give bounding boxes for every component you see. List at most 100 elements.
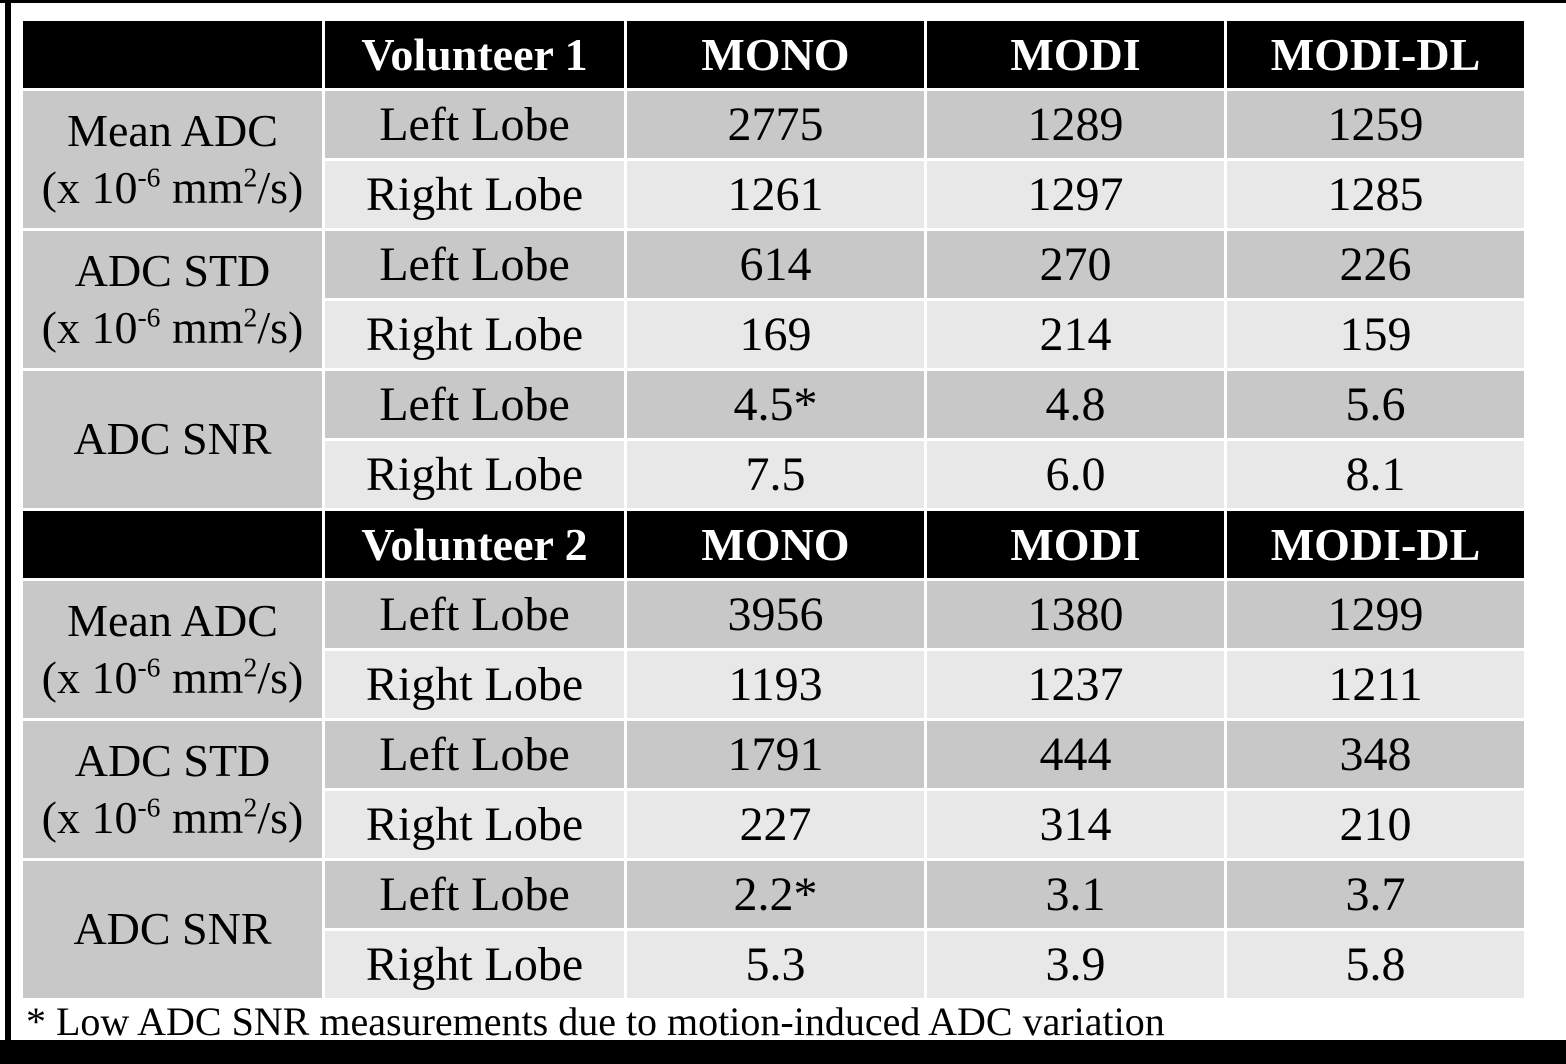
units-text: (x 10: [41, 791, 138, 843]
measure-label: ADC STD: [74, 245, 271, 297]
measure-units: (x 10-6 mm2/s): [23, 790, 322, 846]
value-cell: 1289: [927, 91, 1224, 158]
value-cell: 3956: [627, 581, 924, 648]
volunteer-header-cell: Volunteer 2: [325, 511, 624, 578]
value-cell: 4.8: [927, 371, 1224, 438]
measure-label-cell-mean-adc: Mean ADC (x 10-6 mm2/s): [23, 91, 322, 228]
value-cell: 2.2*: [627, 861, 924, 928]
volunteer-header-cell: Volunteer 1: [325, 21, 624, 88]
data-row: Mean ADC (x 10-6 mm2/s) Left Lobe 3956 1…: [23, 581, 1524, 718]
units-text: (x 10: [41, 651, 138, 703]
data-row: Mean ADC (x 10-6 mm2/s) Left Lobe 2775 1…: [23, 91, 1524, 228]
measure-units: (x 10-6 mm2/s): [23, 300, 322, 356]
lobe-label-cell: Right Lobe: [325, 161, 624, 228]
value-cell: 1261: [627, 161, 924, 228]
value-cell: 614: [627, 231, 924, 298]
lobe-label-cell: Left Lobe: [325, 861, 624, 928]
value-cell: 227: [627, 791, 924, 858]
lobe-label-cell: Right Lobe: [325, 931, 624, 998]
value-cell: 314: [927, 791, 1224, 858]
measure-units: (x 10-6 mm2/s): [23, 160, 322, 216]
value-cell: 2775: [627, 91, 924, 158]
units-superscript: -6: [137, 161, 161, 193]
value-cell: 1259: [1227, 91, 1524, 158]
value-cell: 1237: [927, 651, 1224, 718]
data-row: Right Lobe 1193 1237 1211: [23, 651, 1524, 718]
value-cell: 169: [627, 301, 924, 368]
footnote: * Low ADC SNR measurements due to motion…: [26, 999, 1165, 1044]
data-row: Right Lobe 1261 1297 1285: [23, 161, 1524, 228]
units-text: /s): [257, 301, 304, 353]
header-corner-cell: [23, 21, 322, 88]
value-cell: 7.5: [627, 441, 924, 508]
measure-label: ADC SNR: [73, 413, 272, 465]
method-header-cell-modi-dl: MODI-DL: [1227, 21, 1524, 88]
value-cell: 1211: [1227, 651, 1524, 718]
data-row: ADC STD (x 10-6 mm2/s) Left Lobe 1791 44…: [23, 721, 1524, 858]
frame-top-bar: [0, 0, 1566, 3]
units-text: (x 10: [41, 301, 138, 353]
method-header-cell-modi: MODI: [927, 511, 1224, 578]
value-cell: 226: [1227, 231, 1524, 298]
value-cell: 5.6: [1227, 371, 1524, 438]
data-row: Right Lobe 5.3 3.9 5.8: [23, 931, 1524, 998]
data-row: ADC STD (x 10-6 mm2/s) Left Lobe 614 270…: [23, 231, 1524, 368]
units-text: mm: [160, 301, 244, 353]
data-row: ADC SNR Left Lobe 4.5* 4.8 5.6: [23, 371, 1524, 508]
header-row-volunteer-1: Volunteer 1 MONO MODI MODI-DL: [23, 21, 1524, 88]
value-cell: 210: [1227, 791, 1524, 858]
lobe-label-cell: Left Lobe: [325, 721, 624, 788]
measure-label-cell-adc-snr: ADC SNR: [23, 371, 322, 508]
value-cell: 1193: [627, 651, 924, 718]
units-superscript: -6: [137, 791, 161, 823]
value-cell: 159: [1227, 301, 1524, 368]
value-cell: 8.1: [1227, 441, 1524, 508]
lobe-label-cell: Left Lobe: [325, 231, 624, 298]
data-row: Right Lobe 227 314 210: [23, 791, 1524, 858]
data-row: Right Lobe 169 214 159: [23, 301, 1524, 368]
value-cell: 5.8: [1227, 931, 1524, 998]
adc-results-table: Volunteer 1 MONO MODI MODI-DL Mean ADC (…: [20, 18, 1527, 1001]
value-cell: 270: [927, 231, 1224, 298]
value-cell: 214: [927, 301, 1224, 368]
units-text: /s): [257, 791, 304, 843]
value-cell: 1380: [927, 581, 1224, 648]
value-cell: 1297: [927, 161, 1224, 228]
units-text: /s): [257, 161, 304, 213]
units-text: (x 10: [41, 161, 138, 213]
frame-left-bar: [5, 0, 11, 1064]
lobe-label-cell: Right Lobe: [325, 791, 624, 858]
value-cell: 3.9: [927, 931, 1224, 998]
units-text: /s): [257, 651, 304, 703]
value-cell: 6.0: [927, 441, 1224, 508]
measure-units: (x 10-6 mm2/s): [23, 650, 322, 706]
units-superscript: 2: [243, 161, 258, 193]
measure-label: ADC SNR: [73, 903, 272, 955]
units-superscript: -6: [137, 651, 161, 683]
method-header-cell-mono: MONO: [627, 511, 924, 578]
method-header-cell-modi-dl: MODI-DL: [1227, 511, 1524, 578]
method-header-cell-mono: MONO: [627, 21, 924, 88]
units-superscript: 2: [243, 791, 258, 823]
lobe-label-cell: Left Lobe: [325, 581, 624, 648]
method-header-cell-modi: MODI: [927, 21, 1224, 88]
value-cell: 3.7: [1227, 861, 1524, 928]
header-corner-cell: [23, 511, 322, 578]
measure-label-cell-adc-std: ADC STD (x 10-6 mm2/s): [23, 231, 322, 368]
value-cell: 1791: [627, 721, 924, 788]
value-cell: 1299: [1227, 581, 1524, 648]
value-cell: 3.1: [927, 861, 1224, 928]
units-text: mm: [160, 161, 244, 213]
frame-bottom-bar: [0, 1040, 1566, 1064]
units-superscript: 2: [243, 651, 258, 683]
lobe-label-cell: Right Lobe: [325, 441, 624, 508]
units-text: mm: [160, 651, 244, 703]
data-row: ADC SNR Left Lobe 2.2* 3.1 3.7: [23, 861, 1524, 998]
measure-label: Mean ADC: [67, 105, 278, 157]
units-superscript: -6: [137, 301, 161, 333]
lobe-label-cell: Left Lobe: [325, 371, 624, 438]
value-cell: 444: [927, 721, 1224, 788]
lobe-label-cell: Right Lobe: [325, 651, 624, 718]
measure-label-cell-adc-snr: ADC SNR: [23, 861, 322, 998]
data-row: Right Lobe 7.5 6.0 8.1: [23, 441, 1524, 508]
